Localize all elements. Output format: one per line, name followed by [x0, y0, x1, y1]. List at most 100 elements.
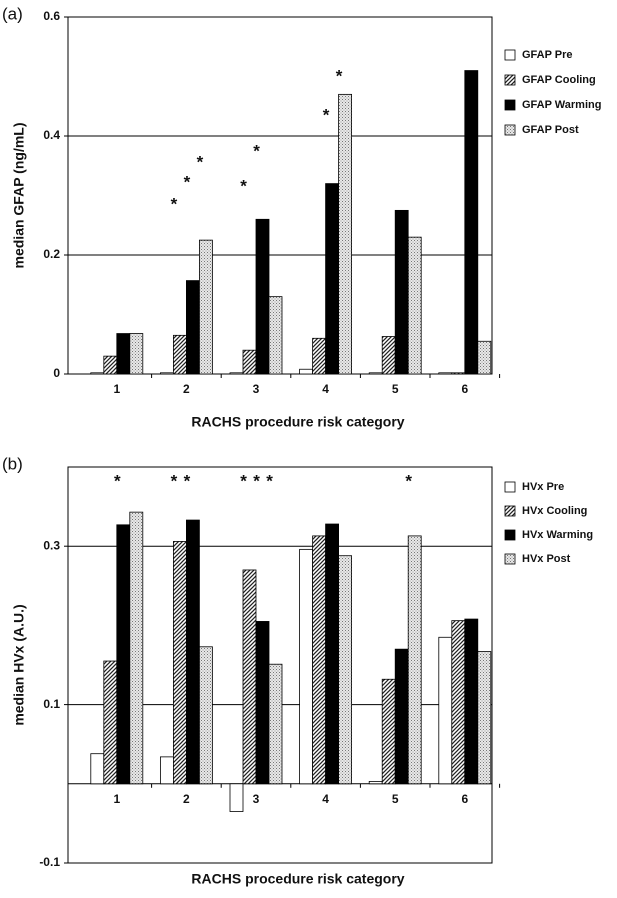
- significance-marker: *: [253, 142, 260, 161]
- panel-label: (a): [2, 4, 23, 23]
- bar: [129, 511, 144, 785]
- panel-1: -0.1 0.1 0.3 1 2 3 4 5 6 * * * * * * * (b) median HVx (A.…: [2, 454, 593, 886]
- legend-label: HVx Cooling: [522, 505, 587, 517]
- x-tick-label: 2: [183, 382, 190, 396]
- x-tick-label: 4: [322, 792, 329, 806]
- x-tick-label: 1: [113, 792, 120, 806]
- significance-marker: *: [405, 472, 412, 491]
- bar: [185, 519, 200, 785]
- bar: [381, 678, 396, 785]
- bar: [407, 535, 422, 785]
- y-tick-label: 0.6: [43, 9, 60, 23]
- bar: [172, 541, 187, 785]
- significance-marker: *: [171, 472, 178, 491]
- bar: [268, 296, 283, 375]
- significance-marker: *: [184, 172, 191, 191]
- legend-label: HVx Post: [522, 553, 571, 565]
- bar: [185, 280, 200, 375]
- bar: [451, 372, 466, 375]
- bar: [438, 636, 453, 785]
- bar: [312, 535, 327, 785]
- significance-marker: *: [240, 177, 247, 196]
- legend-swatch: [504, 99, 516, 111]
- legend-swatch: [504, 481, 516, 493]
- x-tick-label: 3: [253, 382, 260, 396]
- legend-swatch: [504, 49, 516, 61]
- x-tick-label: 3: [253, 792, 260, 806]
- significance-marker: *: [253, 472, 260, 491]
- bar: [255, 621, 270, 785]
- y-tick-label: 0.2: [43, 247, 60, 261]
- bar: [407, 236, 422, 375]
- bar: [368, 372, 383, 375]
- bar: [325, 523, 340, 785]
- x-tick-label: 2: [183, 792, 190, 806]
- significance-marker: *: [240, 472, 247, 491]
- bar: [242, 349, 257, 375]
- y-tick-label: 0.3: [43, 538, 60, 552]
- significance-marker: *: [184, 472, 191, 491]
- x-tick-label: 1: [113, 382, 120, 396]
- bar: [229, 372, 244, 375]
- bar: [103, 355, 118, 375]
- y-axis-label: median GFAP (ng/mL): [11, 123, 27, 269]
- bar: [229, 783, 244, 812]
- significance-marker: *: [114, 472, 121, 491]
- bar: [116, 524, 131, 785]
- legend-swatch: [504, 74, 516, 86]
- bar: [477, 340, 492, 375]
- significance-marker: *: [266, 472, 273, 491]
- bar: [299, 548, 314, 785]
- bar: [198, 239, 213, 375]
- bar: [198, 646, 213, 785]
- bar: [451, 620, 466, 785]
- x-tick-label: 4: [322, 382, 329, 396]
- legend-label: GFAP Pre: [522, 49, 573, 61]
- x-axis-label: RACHS procedure risk category: [191, 414, 404, 430]
- y-tick-label: 0: [53, 366, 60, 380]
- legend-swatch: [504, 505, 516, 517]
- bar: [438, 372, 453, 375]
- bar: [464, 618, 479, 785]
- bar: [172, 334, 187, 375]
- x-tick-label: 6: [461, 382, 468, 396]
- bar: [90, 753, 105, 785]
- bar: [242, 569, 257, 785]
- legend-label: HVx Warming: [522, 529, 593, 541]
- bar: [312, 337, 327, 375]
- bar: [129, 333, 144, 375]
- legend-swatch: [504, 124, 516, 136]
- panel-label: (b): [2, 454, 23, 473]
- bar: [159, 372, 174, 375]
- legend-label: GFAP Cooling: [522, 74, 596, 86]
- significance-marker: *: [171, 195, 178, 214]
- bar: [477, 651, 492, 785]
- bar: [394, 209, 409, 375]
- bar: [325, 183, 340, 375]
- bar: [103, 660, 118, 785]
- legend-swatch: [504, 529, 516, 541]
- bar: [159, 756, 174, 785]
- legend-label: HVx Pre: [522, 481, 564, 493]
- bar: [268, 663, 283, 785]
- bar: [338, 555, 353, 785]
- panel-0: 0 0.2 0.4 0.6 1 2 3 4 5 6 * * * * * * * (a) median GFAP (n…: [2, 4, 601, 429]
- bar: [255, 218, 270, 375]
- bar: [394, 648, 409, 785]
- x-tick-label: 6: [461, 792, 468, 806]
- x-tick-label: 5: [392, 792, 399, 806]
- legend-swatch: [504, 553, 516, 565]
- significance-marker: *: [197, 152, 204, 171]
- bar: [116, 333, 131, 375]
- significance-marker: *: [336, 67, 343, 86]
- bar: [90, 372, 105, 375]
- y-tick-label: -0.1: [39, 855, 60, 869]
- legend-label: GFAP Post: [522, 124, 579, 136]
- bar: [368, 781, 383, 785]
- y-tick-label: 0.4: [43, 128, 60, 142]
- y-tick-label: 0.1: [43, 697, 60, 711]
- bar: [464, 70, 479, 375]
- bar: [338, 93, 353, 375]
